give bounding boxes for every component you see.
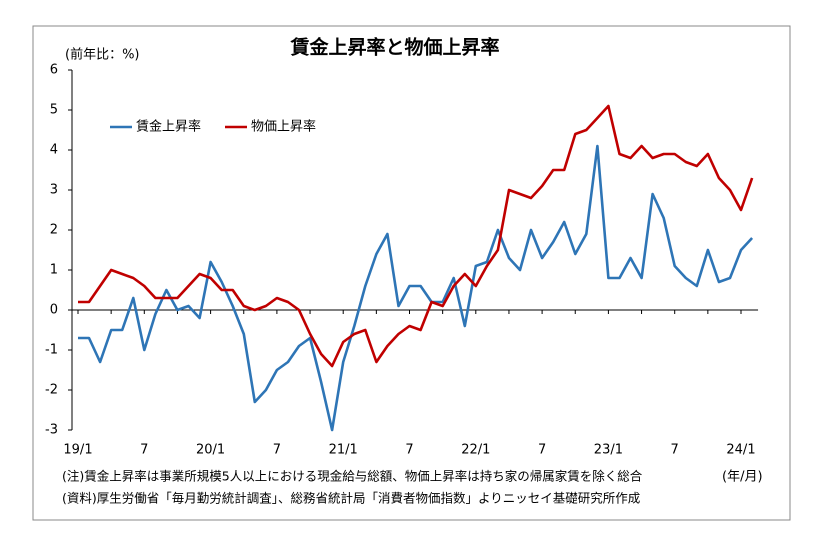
- y-tick-label: 2: [50, 223, 58, 238]
- y-tick-label: -3: [45, 423, 58, 438]
- x-tick-label: 7: [273, 443, 281, 458]
- x-axis-unit: (年/月): [722, 470, 763, 485]
- x-tick-label: 24/1: [726, 443, 755, 458]
- y-tick-label: 1: [50, 263, 58, 278]
- x-tick-label: 19/1: [63, 443, 92, 458]
- note: (資料)厚生労働省「毎月勤労統計調査」、総務省統計局「消費者物価指数」よりニッセ…: [62, 491, 640, 506]
- series-line: [78, 144, 754, 432]
- x-tick-label: 7: [140, 443, 148, 458]
- y-axis-label: (前年比：%): [65, 47, 140, 63]
- y-tick-label: -2: [45, 383, 58, 398]
- y-tick-label: 3: [50, 183, 58, 198]
- x-tick-label: 21/1: [329, 443, 358, 458]
- y-tick-label: -1: [45, 343, 58, 358]
- y-tick-label: 5: [50, 103, 58, 118]
- chart-title: 賃金上昇率と物価上昇率: [289, 36, 499, 59]
- x-tick-label: 7: [671, 443, 679, 458]
- legend-label: 物価上昇率: [251, 119, 316, 135]
- y-tick-label: 6: [50, 63, 58, 78]
- y-tick-label: 4: [50, 143, 58, 158]
- x-tick-label: 22/1: [461, 443, 490, 458]
- legend-label: 賃金上昇率: [136, 119, 201, 135]
- y-tick-label: 0: [50, 303, 58, 318]
- x-tick-label: 23/1: [594, 443, 623, 458]
- x-tick-label: 20/1: [196, 443, 225, 458]
- x-tick-label: 7: [538, 443, 546, 458]
- x-tick-label: 7: [405, 443, 413, 458]
- chart-frame: [32, 25, 791, 521]
- note: (注)賃金上昇率は事業所規模5人以上における現金給与総額、物価上昇率は持ち家の帰…: [62, 469, 643, 484]
- series-line: [78, 104, 754, 368]
